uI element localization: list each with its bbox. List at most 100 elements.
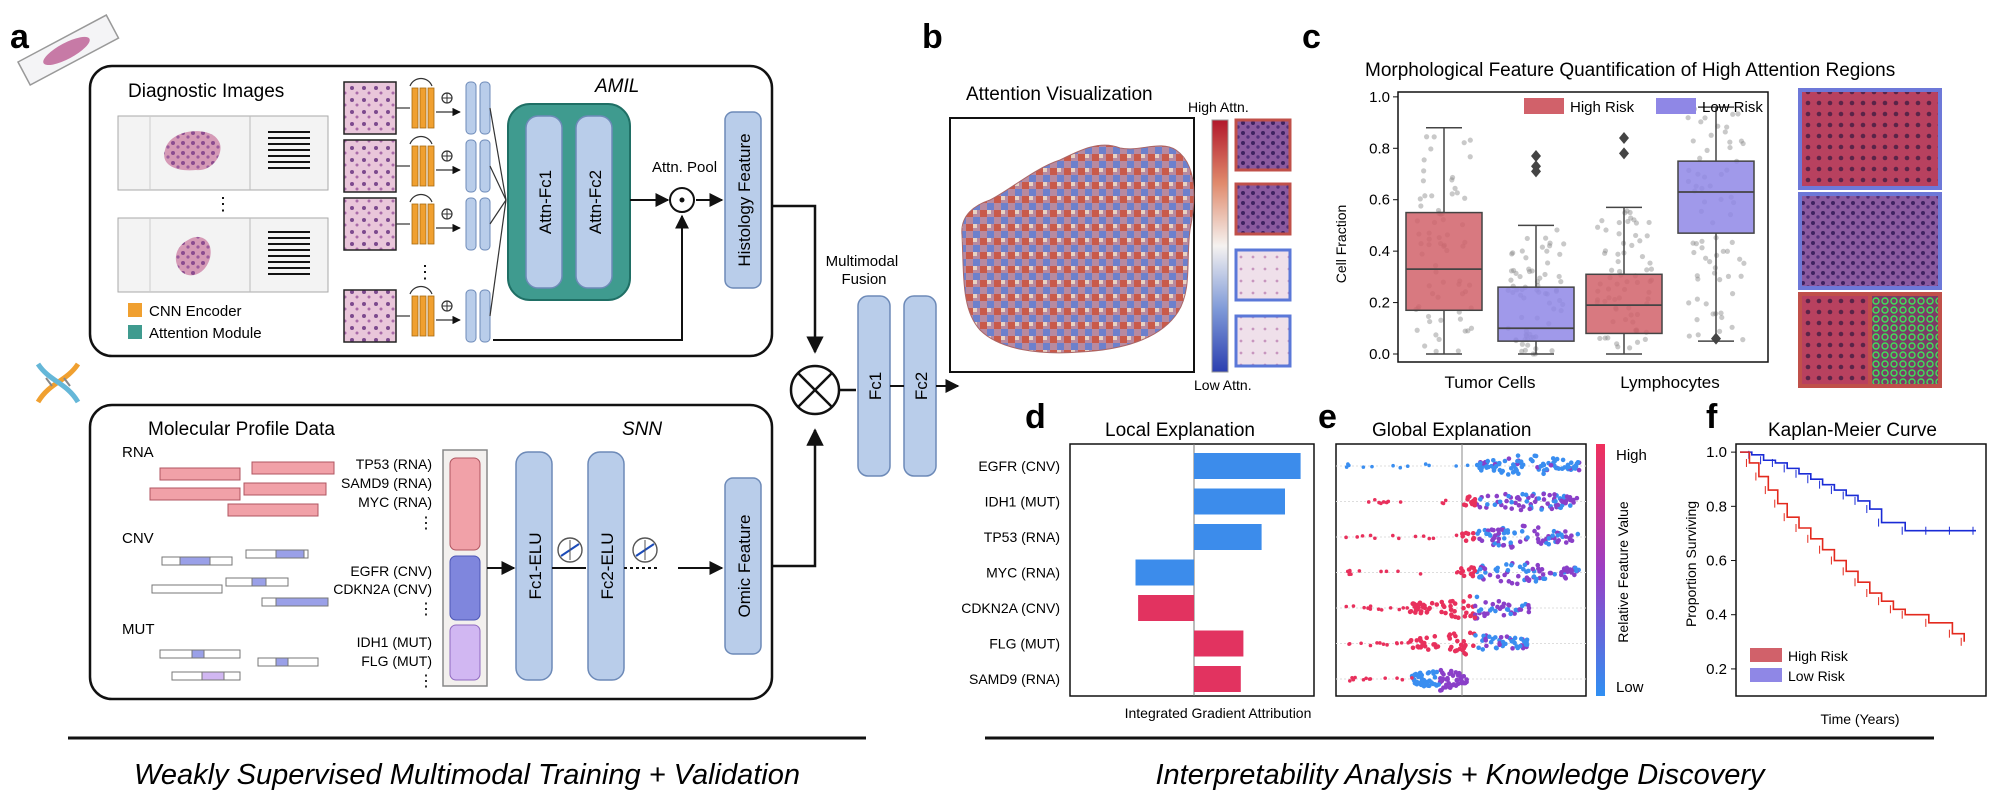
panel-f-xlabel: Time (Years) bbox=[1820, 711, 1899, 727]
data-point bbox=[1719, 314, 1725, 321]
histology-patch bbox=[343, 197, 397, 251]
data-point bbox=[1513, 607, 1519, 613]
panel-e-title: Global Explanation bbox=[1372, 420, 1532, 441]
data-point bbox=[1347, 572, 1352, 577]
embedding-vector bbox=[465, 139, 477, 193]
data-point bbox=[1542, 271, 1548, 278]
cnn-encoder-layer bbox=[419, 203, 427, 245]
data-point bbox=[1463, 538, 1469, 543]
mut-label: MUT bbox=[122, 621, 155, 638]
data-point bbox=[1512, 635, 1518, 641]
data-point bbox=[1521, 566, 1526, 572]
omic-feature-label: Omic Feature bbox=[735, 515, 754, 618]
data-point bbox=[1477, 566, 1483, 572]
data-point bbox=[1447, 632, 1453, 637]
data-point bbox=[1648, 266, 1655, 272]
legend-swatch-cnn bbox=[128, 303, 142, 317]
residual-connection bbox=[409, 135, 433, 145]
data-point bbox=[1373, 536, 1377, 541]
embedding-vector bbox=[479, 139, 491, 193]
data-point bbox=[1729, 291, 1736, 297]
histology-patch bbox=[343, 81, 397, 135]
rna-tracks bbox=[149, 461, 335, 517]
slide-thumbnail bbox=[117, 217, 329, 293]
data-point bbox=[1517, 607, 1522, 612]
data-point bbox=[1485, 458, 1491, 464]
fc2-elu-block bbox=[587, 451, 625, 681]
outlier-marker bbox=[1711, 332, 1721, 345]
panel-f-marks: 0.2 0.4 0.6 0.8 1.0 bbox=[1706, 444, 1976, 678]
gene-ellipsis: ⋮ bbox=[418, 673, 434, 690]
survival-curve bbox=[1740, 451, 1965, 642]
data-point bbox=[1510, 250, 1516, 256]
data-point bbox=[1738, 138, 1745, 144]
histology-branch-box bbox=[88, 64, 774, 358]
cnn-encoder-layer bbox=[411, 145, 419, 187]
bar bbox=[1138, 595, 1194, 621]
data-point bbox=[1520, 491, 1525, 497]
data-point bbox=[1497, 606, 1503, 612]
data-point bbox=[1513, 270, 1519, 276]
data-point bbox=[1394, 641, 1399, 645]
caption-left: Weakly Supervised Multimodal Training + … bbox=[134, 759, 800, 791]
legend-swatch-low-risk bbox=[1656, 98, 1696, 114]
data-point bbox=[1631, 217, 1637, 223]
data-point bbox=[1637, 238, 1643, 244]
panel-letter-d: d bbox=[1025, 398, 1046, 436]
data-point bbox=[1494, 493, 1500, 499]
bar bbox=[1194, 488, 1285, 515]
attn-fc1-label: Attn-Fc1 bbox=[536, 170, 555, 234]
data-point bbox=[1609, 267, 1615, 273]
data-point bbox=[1384, 500, 1389, 505]
data-point bbox=[1441, 672, 1446, 677]
data-point bbox=[1531, 574, 1537, 579]
legend-high-risk: High Risk bbox=[1570, 99, 1635, 116]
y-tick-label: 0.8 bbox=[1706, 498, 1727, 515]
data-point bbox=[1454, 190, 1460, 196]
data-point bbox=[1524, 569, 1529, 574]
data-point bbox=[1710, 311, 1716, 317]
data-point bbox=[1740, 140, 1746, 147]
panel-d-marks: EGFR (CNV) IDH1 (MUT) TP53 (RNA) MYC (RNA) C… bbox=[961, 453, 1301, 692]
data-point bbox=[1548, 462, 1554, 468]
data-point bbox=[1538, 463, 1544, 469]
data-point bbox=[1599, 218, 1605, 224]
data-point bbox=[1633, 220, 1640, 226]
data-point bbox=[1440, 602, 1446, 608]
panel-letter-b: b bbox=[922, 18, 943, 56]
data-point bbox=[1517, 539, 1523, 544]
data-point bbox=[1410, 676, 1414, 680]
data-point bbox=[1627, 345, 1633, 351]
histology-feature-label: Histology Feature bbox=[735, 133, 754, 266]
data-point bbox=[1510, 462, 1516, 467]
omic-feature-block bbox=[724, 477, 762, 655]
data-point bbox=[1639, 253, 1646, 260]
data-point bbox=[1510, 267, 1517, 274]
data-point bbox=[1455, 348, 1461, 354]
data-point bbox=[1647, 260, 1653, 266]
data-point bbox=[1487, 572, 1493, 578]
data-point bbox=[1541, 576, 1546, 582]
data-point bbox=[1385, 643, 1389, 647]
data-point bbox=[1467, 154, 1473, 160]
legend-attention-label: Attention Module bbox=[149, 325, 262, 342]
data-point bbox=[1564, 494, 1570, 499]
data-point bbox=[1461, 605, 1466, 611]
legend-swatch-low-risk bbox=[1750, 668, 1782, 682]
data-point bbox=[1526, 268, 1533, 275]
data-point bbox=[1347, 642, 1352, 646]
data-point bbox=[1438, 317, 1444, 323]
data-point bbox=[1408, 608, 1414, 614]
embedding-vector bbox=[479, 289, 491, 343]
bar bbox=[1194, 524, 1262, 550]
data-point bbox=[1432, 675, 1438, 680]
data-point bbox=[1555, 502, 1561, 508]
data-point bbox=[1479, 574, 1484, 579]
data-point bbox=[1447, 636, 1453, 641]
data-point bbox=[1426, 606, 1432, 612]
data-point bbox=[1694, 273, 1700, 279]
data-point bbox=[1361, 677, 1366, 682]
data-point bbox=[1484, 643, 1489, 649]
data-point bbox=[1471, 535, 1476, 541]
data-point bbox=[1505, 568, 1511, 573]
